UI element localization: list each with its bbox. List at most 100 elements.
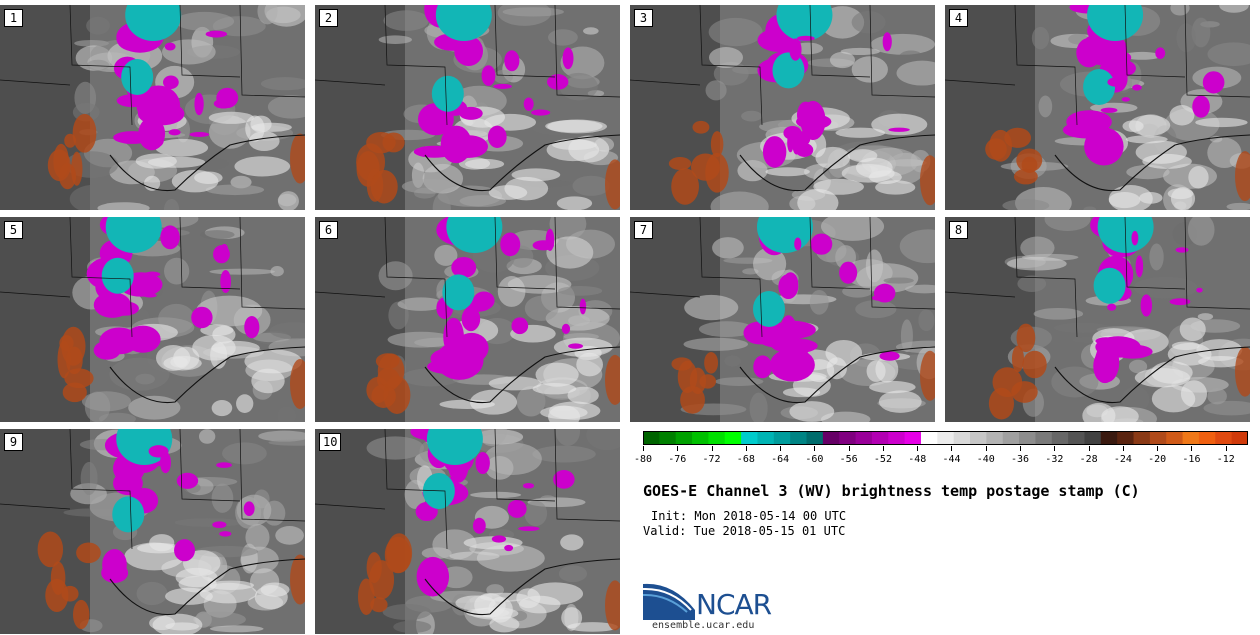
colorbar-tick-label: -44	[942, 454, 961, 465]
colorbar-tick-label: -68	[736, 454, 755, 465]
colorbar-swatch	[643, 431, 660, 445]
colorbar-swatch	[1002, 431, 1020, 445]
colorbar-swatch	[855, 431, 873, 445]
colorbar-tick-label: -64	[771, 454, 790, 465]
panel-number-label: 6	[319, 221, 338, 239]
colorbar-tick-label: -32	[1045, 454, 1064, 465]
colorbar-swatch	[871, 431, 889, 445]
logo-url: ensemble.ucar.edu	[652, 620, 755, 631]
colorbar-tick-label: -16	[1182, 454, 1201, 465]
colorbar-swatch	[1117, 431, 1135, 445]
colorbar-swatch	[839, 431, 857, 445]
colorbar-tick-label: -76	[668, 454, 687, 465]
colorbar-tick-mark	[1122, 446, 1124, 451]
colorbar-swatch	[1035, 431, 1053, 445]
stamp-panel-2: 2	[315, 5, 620, 210]
colorbar-tick-label: -20	[1148, 454, 1167, 465]
colorbar-tick-mark	[643, 446, 644, 451]
water-vapor-map	[0, 217, 305, 422]
panel-number-label: 10	[319, 433, 342, 451]
panel-number-label: 5	[4, 221, 23, 239]
colorbar-tick-label: -56	[839, 454, 858, 465]
colorbar-swatch	[790, 431, 808, 445]
colorbar-swatch	[953, 431, 971, 445]
stamp-panel-6: 6	[315, 217, 620, 422]
figure-title: GOES-E Channel 3 (WV) brightness temp po…	[643, 482, 1140, 500]
colorbar-swatch	[773, 431, 791, 445]
colorbar-tick-label: -12	[1216, 454, 1235, 465]
colorbar-tick-mark	[677, 446, 679, 451]
colorbar-swatch	[1198, 431, 1216, 445]
colorbar-swatch	[1051, 431, 1069, 445]
colorbar-swatch	[675, 431, 693, 445]
colorbar-swatch	[1215, 431, 1233, 445]
colorbar-swatch	[1019, 431, 1036, 445]
valid-time: Valid: Tue 2018-05-15 01 UTC	[643, 524, 846, 538]
ncar-logo-icon	[643, 583, 695, 620]
colorbar-tick-label: -40	[976, 454, 995, 465]
stamp-panel-1: 1	[0, 5, 305, 210]
colorbar-swatch	[1231, 431, 1248, 445]
logo-wordmark: NCAR	[696, 588, 772, 621]
colorbar-swatch	[888, 431, 906, 445]
panel-number-label: 3	[634, 9, 653, 27]
water-vapor-map	[630, 217, 935, 422]
colorbar-tick-label: -24	[1113, 454, 1132, 465]
colorbar-tick-mark	[882, 446, 884, 451]
colorbar-swatch	[1182, 431, 1200, 445]
colorbar-tick-mark	[814, 446, 816, 451]
stamp-panel-5: 5	[0, 217, 305, 422]
colorbar-swatch	[659, 431, 677, 445]
colorbar-swatch	[970, 431, 987, 445]
water-vapor-map	[945, 5, 1250, 210]
colorbar-tick-mark	[780, 446, 782, 451]
colorbar-tick-mark	[985, 446, 987, 451]
colorbar-swatch	[904, 431, 922, 445]
colorbar-tick-label: -36	[1011, 454, 1030, 465]
stamp-panel-10: 10	[315, 429, 620, 634]
stamp-panel-4: 4	[945, 5, 1250, 210]
colorbar-swatch	[724, 431, 742, 445]
colorbar-tick-mark	[1157, 446, 1159, 451]
colorbar-tick-label: -72	[702, 454, 721, 465]
panel-number-label: 1	[4, 9, 23, 27]
init-time: Init: Mon 2018-05-14 00 UTC	[651, 509, 847, 523]
water-vapor-map	[630, 5, 935, 210]
water-vapor-map	[0, 5, 305, 210]
colorbar-tick-mark	[848, 446, 850, 451]
colorbar-swatch	[1068, 431, 1085, 445]
stamp-panel-7: 7	[630, 217, 935, 422]
colorbar-tick-label: -52	[873, 454, 892, 465]
colorbar-swatch	[1084, 431, 1102, 445]
colorbar-swatch	[1166, 431, 1184, 445]
colorbar-tick-mark	[1225, 446, 1227, 451]
stamp-panel-8: 8	[945, 217, 1250, 422]
colorbar-swatch	[806, 431, 824, 445]
panel-number-label: 8	[949, 221, 968, 239]
colorbar-tick-label: -28	[1079, 454, 1098, 465]
water-vapor-map	[945, 217, 1250, 422]
stamp-panel-3: 3	[630, 5, 935, 210]
colorbar-tick-label: -48	[908, 454, 927, 465]
water-vapor-map	[0, 429, 305, 634]
colorbar-swatch	[692, 431, 709, 445]
colorbar-tick-mark	[745, 446, 747, 451]
colorbar-tick-mark	[1191, 446, 1193, 451]
panel-number-label: 4	[949, 9, 968, 27]
colorbar-tick-label: -60	[805, 454, 824, 465]
colorbar	[643, 431, 1248, 445]
water-vapor-map	[315, 5, 620, 210]
colorbar-swatch	[986, 431, 1004, 445]
panel-number-label: 9	[4, 433, 23, 451]
water-vapor-map	[315, 217, 620, 422]
colorbar-swatch	[757, 431, 775, 445]
colorbar-tick-labels: -80 -76 -72 -68 -64 -60 -56 -52 -48 -44 -40 -36 -32 -…	[620, 446, 1260, 470]
colorbar-swatch	[920, 431, 938, 445]
colorbar-swatch	[822, 431, 840, 445]
colorbar-swatch	[1100, 431, 1118, 445]
colorbar-swatch	[1149, 431, 1167, 445]
colorbar-tick-mark	[917, 446, 919, 451]
colorbar-swatch	[937, 431, 955, 445]
panel-number-label: 2	[319, 9, 338, 27]
colorbar-tick-mark	[1020, 446, 1022, 451]
